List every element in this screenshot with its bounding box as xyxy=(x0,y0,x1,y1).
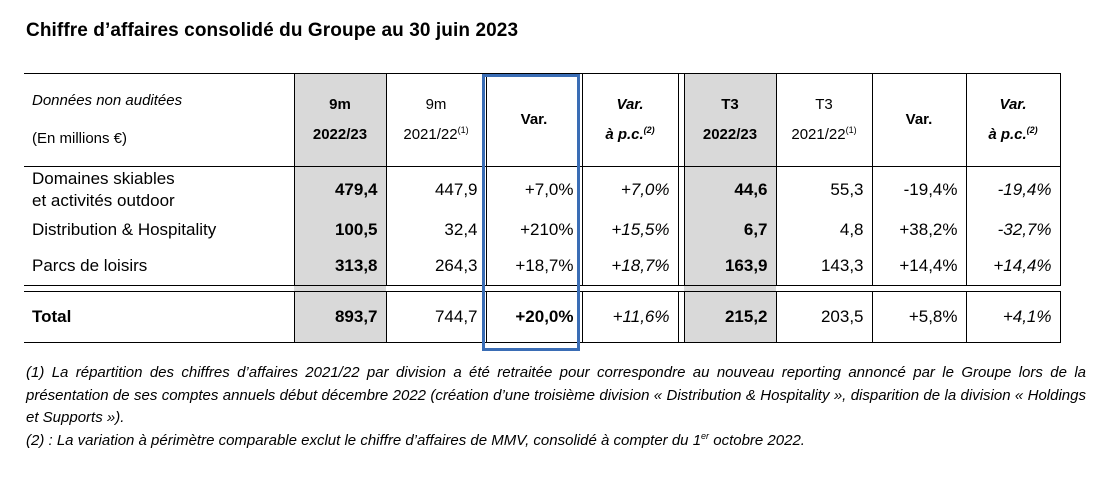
column-gap xyxy=(678,166,685,213)
spacer-row xyxy=(24,285,1060,292)
cell-9m-var: +210% xyxy=(486,213,583,247)
column-gap xyxy=(678,73,685,167)
column-gap xyxy=(678,213,685,247)
cell-9m-var-pc: +18,7% xyxy=(582,247,679,286)
revenue-table: Données non auditées (En millions €) 9m 2… xyxy=(24,73,1061,343)
footnote-1: (1) La répartition des chiffres d’affair… xyxy=(26,364,1086,426)
cell-9m-var-pc: +7,0% xyxy=(582,166,679,213)
total-t3-var: +5,8% xyxy=(872,291,967,343)
cell-t3-2021-22: 143,3 xyxy=(776,247,873,286)
row-label: Parcs de loisirs xyxy=(24,247,295,286)
header-t3-var-pc: Var. à p.c.(2) xyxy=(966,73,1061,167)
cell-t3-var: +14,4% xyxy=(872,247,967,286)
table-row: Domaines skiables et activités outdoor 47… xyxy=(24,166,1061,213)
cell-9m-2022-23: 100,5 xyxy=(294,213,387,247)
header-9m-var: Var. xyxy=(486,73,583,167)
cell-t3-var: +38,2% xyxy=(872,213,967,247)
total-9m-var-pc: +11,6% xyxy=(582,291,679,343)
header-t3-2022-23: T3 2022/23 xyxy=(684,73,777,167)
cell-9m-2021-22: 264,3 xyxy=(386,247,487,286)
table-row: Distribution & Hospitality 100,5 32,4 +2… xyxy=(24,213,1061,247)
cell-t3-2021-22: 4,8 xyxy=(776,213,873,247)
cell-t3-2022-23: 6,7 xyxy=(684,213,777,247)
total-9m-2021-22: 744,7 xyxy=(386,291,487,343)
cell-t3-2021-22: 55,3 xyxy=(776,166,873,213)
cell-9m-2021-22: 32,4 xyxy=(386,213,487,247)
header-t3-2021-22: T3 2021/22(1) xyxy=(776,73,873,167)
cell-t3-var-pc: +14,4% xyxy=(966,247,1061,286)
cell-t3-2022-23: 163,9 xyxy=(684,247,777,286)
header-label-cell: Données non auditées (En millions €) xyxy=(24,73,295,167)
row-label: Distribution & Hospitality xyxy=(24,213,295,247)
header-9m-2021-22: 9m 2021/22(1) xyxy=(386,73,487,167)
unaudited-note: Données non auditées xyxy=(32,92,183,109)
total-label: Total xyxy=(24,291,295,343)
total-t3-var-pc: +4,1% xyxy=(966,291,1061,343)
column-gap xyxy=(678,291,685,343)
page-title: Chiffre d’affaires consolidé du Groupe a… xyxy=(26,20,519,41)
cell-9m-2021-22: 447,9 xyxy=(386,166,487,213)
units-note: (En millions €) xyxy=(32,130,128,147)
header-9m-var-pc: Var. à p.c.(2) xyxy=(582,73,679,167)
row-label: Domaines skiables et activités outdoor xyxy=(24,166,295,213)
footnotes: (1) La répartition des chiffres d’affair… xyxy=(26,362,1086,452)
cell-t3-var: -19,4% xyxy=(872,166,967,213)
cell-9m-2022-23: 313,8 xyxy=(294,247,387,286)
footnote-2: (2) : La variation à périmètre comparabl… xyxy=(26,430,805,449)
cell-t3-var-pc: -19,4% xyxy=(966,166,1061,213)
total-9m-var: +20,0% xyxy=(486,291,583,343)
cell-t3-2022-23: 44,6 xyxy=(684,166,777,213)
revenue-table-container: Données non auditées (En millions €) 9m 2… xyxy=(24,73,1061,343)
header-t3-var: Var. xyxy=(872,73,967,167)
total-t3-2022-23: 215,2 xyxy=(684,291,777,343)
cell-9m-2022-23: 479,4 xyxy=(294,166,387,213)
column-gap xyxy=(678,247,685,286)
header-9m-2022-23: 9m 2022/23 xyxy=(294,73,387,167)
cell-t3-var-pc: -32,7% xyxy=(966,213,1061,247)
cell-9m-var: +18,7% xyxy=(486,247,583,286)
cell-9m-var: +7,0% xyxy=(486,166,583,213)
total-t3-2021-22: 203,5 xyxy=(776,291,873,343)
table-row: Parcs de loisirs 313,8 264,3 +18,7% +18,… xyxy=(24,247,1061,286)
total-9m-2022-23: 893,7 xyxy=(294,291,387,343)
total-row: Total 893,7 744,7 +20,0% +11,6% 215,2 20… xyxy=(24,291,1061,343)
table-header-row: Données non auditées (En millions €) 9m 2… xyxy=(24,73,1061,167)
cell-9m-var-pc: +15,5% xyxy=(582,213,679,247)
